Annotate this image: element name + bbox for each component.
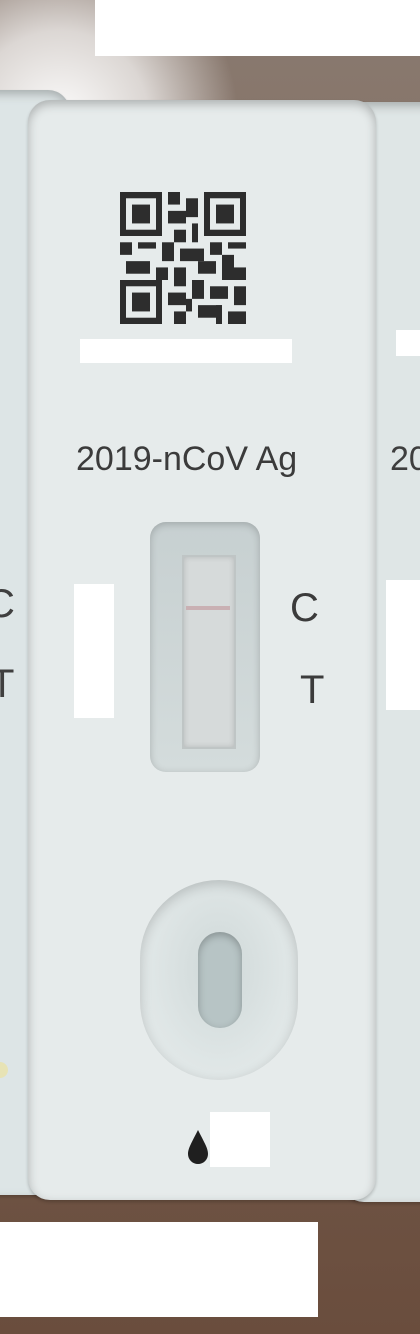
control-label: C <box>290 586 319 631</box>
redaction-bottom <box>0 1222 318 1317</box>
redaction-lot-number <box>80 339 292 363</box>
control-line <box>186 606 230 610</box>
drop-icon <box>186 1128 210 1164</box>
test-strip <box>182 555 236 749</box>
redaction-right-lot <box>396 330 420 356</box>
left-test-label: T <box>0 662 14 707</box>
qr-code <box>120 192 246 324</box>
redaction-left-window <box>74 584 114 718</box>
test-line-label: T <box>300 668 324 713</box>
redaction-top <box>95 0 420 56</box>
left-control-label: C <box>0 582 15 627</box>
redaction-sample-mark <box>210 1112 270 1167</box>
sample-well-opening <box>198 932 242 1028</box>
test-name-label: 2019-nCoV Ag <box>76 440 297 479</box>
redaction-right-window <box>386 580 420 710</box>
right-test-name-fragment: 20 <box>390 440 420 479</box>
